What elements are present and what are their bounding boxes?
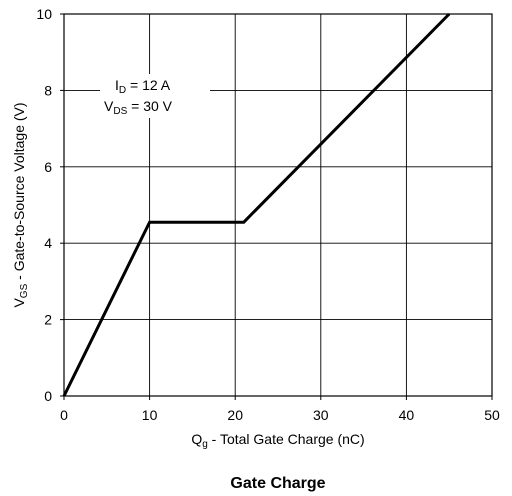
- annotation-drain-source-voltage: VDS = 30 V: [104, 98, 173, 117]
- x-tick-label: 10: [142, 407, 158, 423]
- annotation-drain-current: ID = 12 A: [115, 77, 171, 96]
- x-tick-labels: 0 10 20 30 40 50: [60, 396, 500, 423]
- x-tick-label: 40: [399, 407, 415, 423]
- y-tick-label: 0: [44, 388, 52, 404]
- series-group: [62, 12, 451, 397]
- y-tick-label: 4: [44, 235, 52, 251]
- grid-lines: [64, 14, 492, 396]
- y-tick-label: 2: [44, 312, 52, 328]
- plot-area-frame: [63, 13, 493, 397]
- x-tick-label: 30: [313, 407, 329, 423]
- chart-title: Gate Charge: [230, 475, 325, 492]
- y-tick-label: 10: [36, 6, 52, 22]
- x-tick-label: 20: [227, 407, 243, 423]
- y-tick-labels: 0 2 4 6 8 10: [36, 6, 64, 404]
- series-line: [62, 12, 451, 397]
- x-tick-label: 50: [484, 407, 500, 423]
- x-tick-label: 0: [60, 407, 68, 423]
- y-tick-label: 8: [44, 82, 52, 98]
- y-axis-label: VGS - Gate-to-Source Voltage (V): [11, 102, 30, 307]
- x-axis-label: Qg - Total Gate Charge (nC): [191, 431, 364, 450]
- annotation-background: [100, 74, 210, 118]
- y-tick-label: 6: [44, 159, 52, 175]
